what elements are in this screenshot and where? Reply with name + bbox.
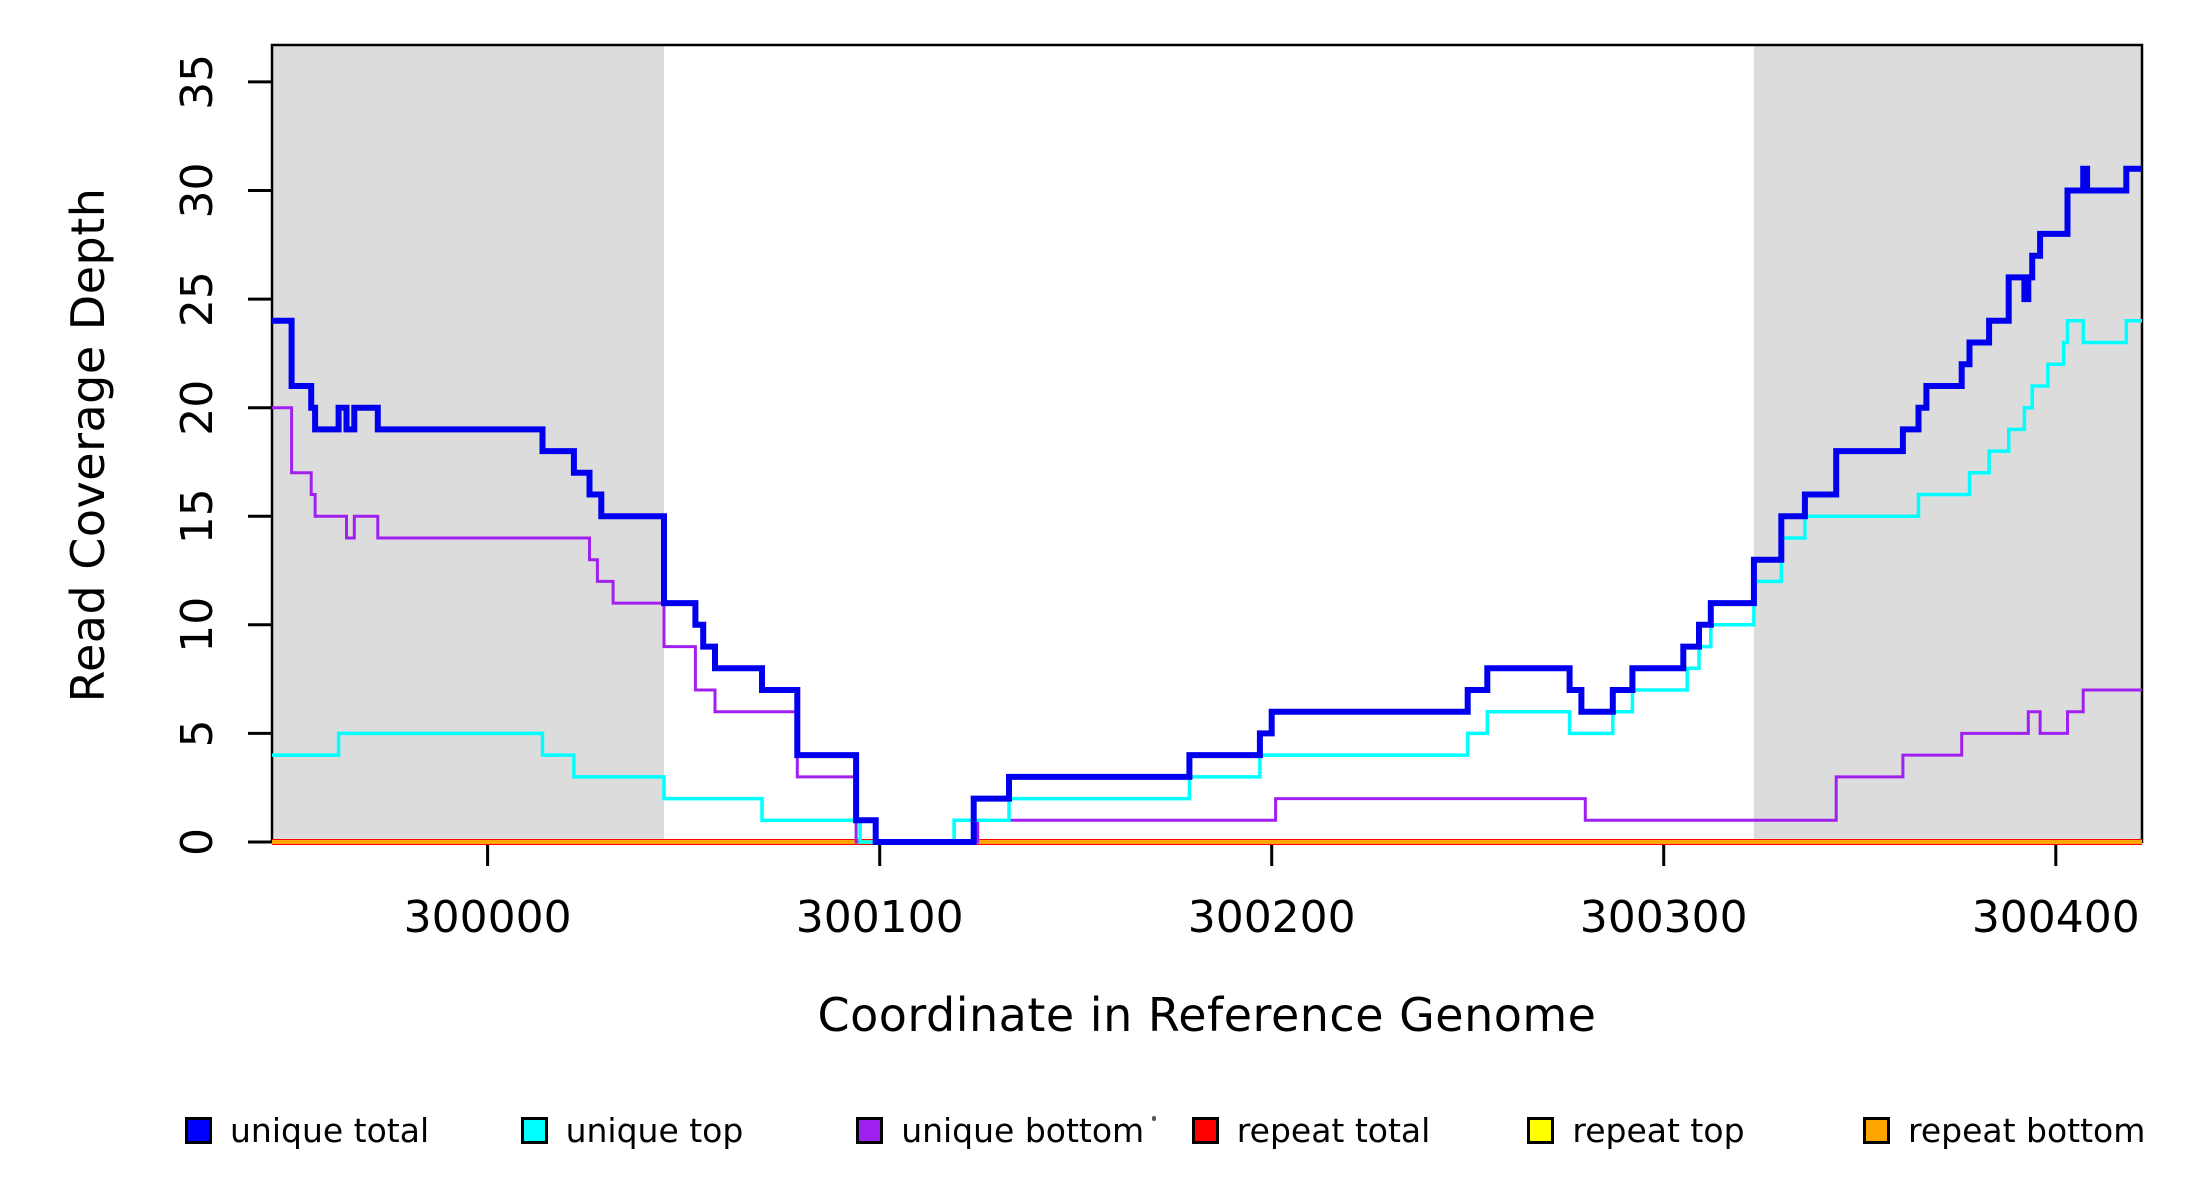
y-tick-label: 5 — [172, 719, 223, 747]
y-tick-label: 0 — [172, 828, 223, 856]
x-tick-label: 300000 — [404, 892, 572, 943]
x-tick-label: 300100 — [796, 892, 964, 943]
x-axis-title: Coordinate in Reference Genome — [817, 988, 1597, 1042]
y-tick-label: 20 — [172, 380, 223, 436]
legend-item-unique-total: unique total — [185, 1106, 429, 1154]
legend-label-unique-total: unique total — [230, 1110, 430, 1150]
y-tick-label: 35 — [172, 54, 223, 110]
legend-swatch-repeat-total — [1191, 1116, 1219, 1144]
x-tick-label: 300400 — [1972, 892, 2140, 943]
series-path-unique-top — [272, 319, 2142, 844]
y-tick-label: 10 — [172, 597, 223, 653]
legend-swatch-repeat-bottom — [1863, 1116, 1890, 1144]
legend-item-repeat-total: repeat total — [1191, 1106, 1431, 1154]
series-path-unique-bottom — [272, 406, 2142, 844]
legend-item-unique-bottom: unique bottom — [856, 1106, 1144, 1154]
y-axis-title: Read Coverage Depth — [61, 187, 115, 703]
x-tick-label: 300200 — [1188, 892, 1356, 943]
legend-label-repeat-total: repeat total — [1236, 1110, 1431, 1150]
legend-swatch-unique-top — [520, 1116, 548, 1144]
legend-item-repeat-bottom: repeat bottom — [1863, 1106, 2145, 1154]
series-path-unique-total — [272, 165, 2142, 845]
shaded-region-left-repeat-flank — [272, 45, 664, 842]
y-tick-label: 30 — [172, 163, 223, 219]
legend-item-repeat-top: repeat top — [1527, 1106, 1745, 1154]
legend-label-unique-top: unique top — [565, 1110, 744, 1150]
legend-swatch-unique-total — [185, 1116, 212, 1144]
legend-swatch-unique-bottom — [856, 1116, 884, 1144]
shaded-region-right-repeat-flank — [1753, 45, 2142, 842]
x-tick-label: 300300 — [1580, 892, 1748, 943]
legend: unique total unique top unique bottom repea… — [0, 1106, 2200, 1166]
legend-label-unique-bottom: unique bottom — [901, 1110, 1145, 1150]
legend-label-repeat-top: repeat top — [1572, 1110, 1745, 1150]
legend-label-repeat-bottom: repeat bottom — [1908, 1110, 2146, 1150]
legend-swatch-repeat-top — [1527, 1116, 1555, 1144]
y-tick-label: 15 — [172, 488, 223, 544]
stray-dot-artifact — [1152, 1116, 1156, 1121]
legend-item-unique-top: unique top — [520, 1106, 744, 1154]
y-tick-label: 25 — [172, 271, 223, 327]
